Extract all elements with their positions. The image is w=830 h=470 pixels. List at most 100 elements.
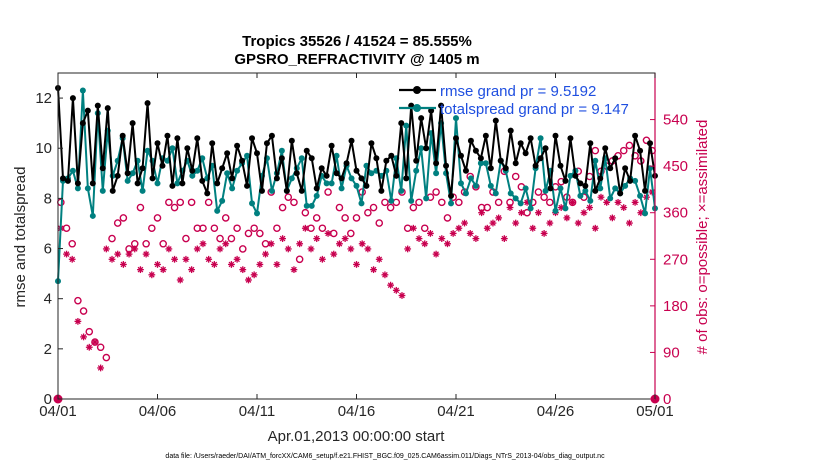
totalspread-point <box>637 192 644 199</box>
rmse-point <box>353 167 360 174</box>
obs-assimilated-point <box>444 240 451 248</box>
rmse-point <box>482 132 489 139</box>
obs-assimilated-point <box>620 204 628 211</box>
totalspread-point <box>527 205 534 212</box>
totalspread-point <box>448 200 455 207</box>
rmse-point <box>368 140 375 147</box>
obs-possible-point <box>455 198 463 207</box>
rmse-point <box>154 140 161 147</box>
obs-possible-point <box>165 198 173 207</box>
rmse-point <box>104 105 111 112</box>
totalspread-point <box>288 175 295 182</box>
rmse-point <box>532 162 539 169</box>
obs-assimilated-point <box>262 250 269 258</box>
obs-assimilated-point <box>614 198 622 206</box>
right-tick-label: 0 <box>663 391 671 408</box>
totalspread-point <box>194 167 201 174</box>
rmse-point <box>134 180 141 187</box>
totalspread-point <box>512 195 519 202</box>
totalspread-point <box>298 155 305 162</box>
x-axis-label: Apr.01,2013 00:00:00 start <box>268 428 446 445</box>
rmse-point <box>522 150 529 157</box>
obs-assimilated-point <box>80 333 87 341</box>
obs-assimilated-point <box>74 317 82 325</box>
rmse-point <box>164 132 171 139</box>
rmse-point <box>194 135 201 142</box>
obs-assimilated-point <box>489 219 497 227</box>
totalspread-point <box>174 180 181 187</box>
obs-possible-point <box>113 219 122 227</box>
rmse-point <box>423 145 430 152</box>
rmse-point <box>338 175 345 182</box>
rmse-point <box>632 132 639 139</box>
y-tick-label: 6 <box>44 241 52 258</box>
obs-assimilated-point <box>205 255 213 263</box>
rmse-point <box>597 175 604 182</box>
x-tick-label: 04/06 <box>139 403 177 420</box>
x-tick-label: 04/26 <box>537 403 575 420</box>
chart-subtitle: GPSRO_REFRACTIVITY @ 1405 m <box>234 51 479 68</box>
obs-assimilated-point <box>483 224 491 232</box>
obs-possible-point <box>159 239 167 248</box>
obs-assimilated-point <box>569 198 576 206</box>
obs-assimilated-point <box>284 245 292 253</box>
obs-possible-point <box>369 203 378 212</box>
rmse-point <box>418 115 425 122</box>
obs-assimilated-point <box>119 261 127 268</box>
rmse-point <box>169 182 176 189</box>
totalspread-point <box>189 172 196 179</box>
obs-assimilated-point <box>159 266 167 274</box>
rmse-point <box>323 172 330 179</box>
obs-possible-point <box>119 214 128 222</box>
obs-possible-point <box>443 214 452 222</box>
obs-possible-point <box>432 188 440 196</box>
obs-assimilated-point <box>267 240 275 248</box>
rmse-point <box>453 135 459 142</box>
rmse-point <box>467 137 474 144</box>
obs-assimilated-point <box>415 235 423 242</box>
obs-possible-point <box>591 146 600 155</box>
obs-assimilated-point <box>347 245 355 253</box>
rmse-point <box>607 165 614 172</box>
rmse-point <box>184 145 191 152</box>
obs-assimilated-point <box>239 266 247 274</box>
totalspread-point <box>219 197 226 204</box>
rmse-point <box>229 175 236 182</box>
totalspread-point <box>84 185 91 192</box>
totalspread-point <box>537 135 544 142</box>
rmse-point <box>602 145 609 152</box>
totalspread-point <box>457 180 464 187</box>
totalspread-point <box>542 187 549 194</box>
rmse-point <box>647 140 654 147</box>
rmse-point <box>273 175 280 182</box>
rmse-point <box>59 175 66 182</box>
rmse-point <box>627 177 634 184</box>
totalspread-point <box>607 195 614 202</box>
totalspread-point <box>492 190 499 197</box>
obs-assimilated-point <box>580 209 588 217</box>
rmse-point <box>537 155 544 162</box>
obs-possible-point <box>170 203 179 212</box>
obs-assimilated-point <box>398 292 406 299</box>
rmse-point <box>328 142 335 149</box>
obs-possible-point <box>534 188 543 196</box>
obs-assimilated-point <box>341 235 349 242</box>
rmse-point <box>159 162 166 169</box>
totalspread-point <box>144 147 151 154</box>
rmse-point <box>89 180 96 187</box>
obs-assimilated-point <box>358 240 366 248</box>
rmse-point <box>472 147 479 154</box>
totalspread-point <box>567 172 574 179</box>
obs-assimilated-point <box>563 214 571 222</box>
rmse-point <box>393 172 400 179</box>
obs-possible-point <box>187 198 196 207</box>
totalspread-point <box>482 160 489 167</box>
totalspread-point <box>467 175 474 182</box>
rmse-point <box>572 172 579 179</box>
obs-assimilated-point <box>637 209 645 217</box>
totalspread-point <box>308 202 315 209</box>
legend-spread-label: totalspread grand pr = 9.147 <box>440 101 629 118</box>
obs-possible-point <box>386 203 395 212</box>
totalspread-point <box>154 180 161 187</box>
obs-possible-point <box>409 203 418 212</box>
